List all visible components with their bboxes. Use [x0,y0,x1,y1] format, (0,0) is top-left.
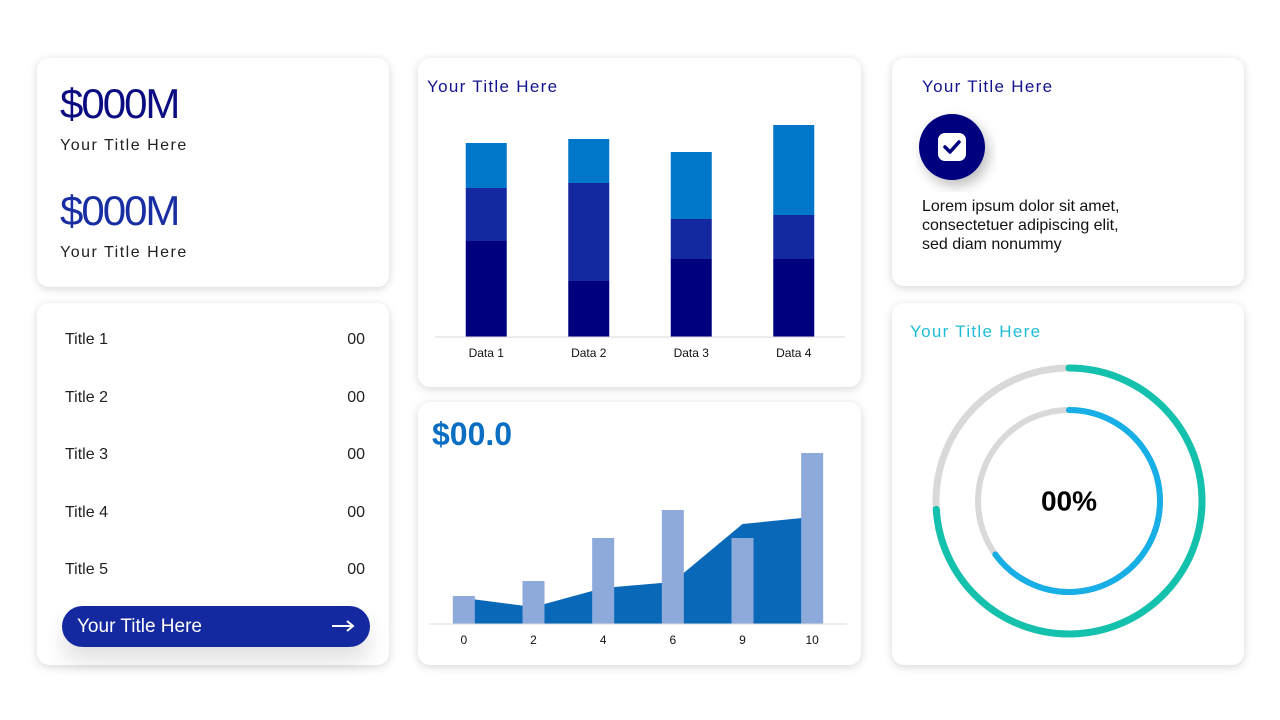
kpi-label: Your Title Here [60,137,188,154]
bar-segment [773,125,815,215]
chart: Data 1 Data 2 Data 3 Data 4 [435,125,845,360]
bar [452,596,475,624]
arrow-icon [332,620,355,632]
bar-segment [465,241,507,337]
row-label: Title 2 [65,388,108,406]
x-tick-label: Data 2 [571,346,607,360]
stacked-card: Your Title Here Data 1 Data 2 Data 3 Data 4 [418,58,861,387]
bar-segment [670,152,712,219]
chart-title: $00.0 [432,416,513,452]
donut-card: Your Title Here 00% [892,303,1244,665]
bar-segment [568,139,610,183]
list-row: Title 3 00 [65,446,365,464]
text-line: consectetuer adipiscing elit, [922,217,1119,234]
bar-segment [670,259,712,337]
list-row: Title 5 00 [65,561,365,579]
kpi-card: $000M Your Title Here $000M Your Title H… [37,58,389,287]
info-title: Your Title Here [922,77,1054,96]
row-label: Title 5 [65,561,108,578]
chart: 00% [932,364,1206,638]
row-value: 00 [347,503,365,521]
bar-segment [568,183,610,281]
bar-segment [773,215,815,259]
info-card: Your Title Here Lorem ipsum dolor sit am… [892,58,1244,286]
x-tick-label: 0 [460,633,467,647]
kpi-value: $000M [60,80,180,127]
area [463,517,813,624]
kpi-label: Your Title Here [60,244,188,261]
bar-segment [465,143,507,188]
row-label: Title 3 [65,446,108,463]
row-value: 00 [347,331,365,348]
x-tick-label: Data 3 [674,346,710,360]
x-tick-label: Data 1 [469,346,505,360]
combo-card: 0 2 4 6 9 10 $00.0 [418,402,861,665]
x-tick-label: 2 [530,633,537,647]
chart-title: Your Title Here [427,77,559,96]
bar-segment [568,281,610,337]
chart-title: Your Title Here [910,322,1042,341]
check-icon [919,114,985,180]
bar [522,581,545,624]
bar [801,453,824,624]
text-line: Lorem ipsum dolor sit amet, [922,198,1120,215]
bar [661,510,684,624]
text-line: sed diam nonummy [922,236,1062,253]
row-label: Title 4 [65,503,108,521]
row-value: 00 [347,561,365,578]
row-value: 00 [347,446,365,463]
list-row: Title 1 00 [65,331,365,349]
kpi-value: $000M [60,187,180,234]
center-label: 00% [1041,485,1097,516]
x-tick-label: 4 [600,633,607,647]
info-text: Lorem ipsum dolor sit amet, consectetuer … [922,197,1119,254]
bar-segment [465,188,507,241]
button[interactable]: Your Title Here [62,606,370,647]
chart: 0 2 4 6 9 10 [429,453,847,647]
row-value: 00 [347,388,365,406]
row-label: Title 1 [65,331,108,348]
x-tick-label: 6 [669,633,676,647]
list-card: Your Title Here Title 1 00 Title 2 00 Title … [37,303,389,665]
list-row: Title 4 00 [65,504,365,522]
x-tick-label: Data 4 [776,346,812,360]
x-tick-label: 10 [805,633,819,647]
button-label: Your Title Here [77,616,202,637]
ring-arc [992,407,1163,595]
bar-segment [773,259,815,337]
bar [731,538,754,624]
bar [592,538,615,624]
list-row: Title 2 00 [65,389,365,407]
ring-arc [932,364,1206,638]
x-tick-label: 9 [739,633,746,647]
bar-segment [670,219,712,259]
